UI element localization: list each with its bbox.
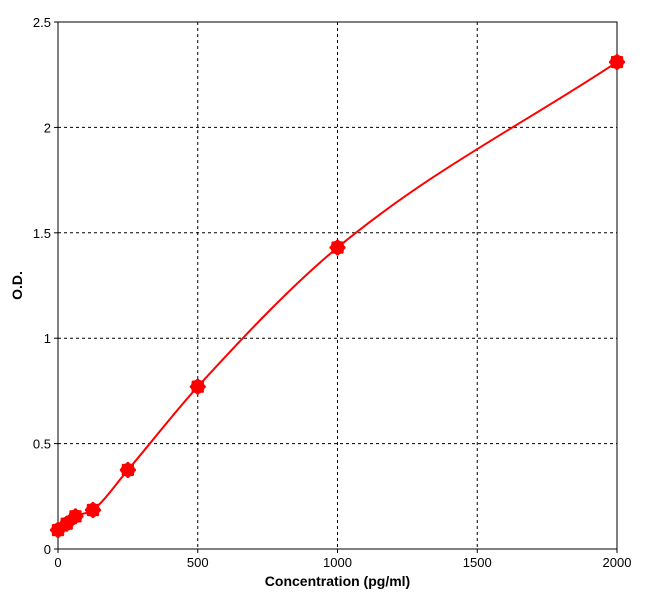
data-point-marker-edge [86,503,90,508]
data-point-marker-edge [132,468,136,472]
data-point-marker-edge [65,528,69,532]
data-point-marker-edge [196,391,200,395]
data-point-marker-edge [610,55,615,60]
data-point-marker-edge [340,241,344,245]
data-point-marker-edge [69,519,73,523]
data-point-marker-edge [130,463,135,467]
data-point-marker-edge [91,514,95,519]
y-tick-label: 1 [44,331,51,346]
x-tick-label: 1000 [323,555,352,570]
data-point-marker-edge [615,53,619,58]
y-tick-label: 0.5 [33,437,51,452]
x-axis-title: Concentration (pg/ml) [265,573,410,589]
data-point-marker-edge [86,512,90,517]
x-tick-label: 1500 [463,555,492,570]
data-point-marker-edge [91,501,95,506]
data-point-marker-edge [121,463,125,467]
data-point-marker-edge [78,510,82,514]
y-tick-label: 2.5 [33,15,51,30]
data-point-marker-edge [67,514,71,518]
data-point-marker-edge [80,514,84,518]
grid-lines [58,22,617,549]
data-point-marker-edge [73,508,78,512]
data-point-marker-edge [196,378,200,382]
data-point-marker-edge [95,503,100,508]
y-axis-title: O.D. [9,271,25,300]
data-point-marker-edge [126,461,130,466]
data-point-marker-edge [621,60,626,64]
data-point-marker-edge [119,468,123,472]
data-point-marker-edge [189,385,193,389]
data-point-marker-edge [97,508,102,512]
y-tick-label: 1.5 [33,226,51,241]
data-point-marker-edge [619,65,624,69]
data-point-marker-edge [69,526,73,530]
data-point-marker-edge [78,519,82,523]
data-point-marker-edge [51,533,56,537]
data-point-marker-edge [84,508,89,512]
data-point-marker-edge [191,389,195,393]
x-tick-label: 0 [54,555,61,570]
x-tick-label: 500 [187,555,209,570]
data-point [67,508,84,525]
x-axis-ticks: 0 500 1000 1500 2000 [54,549,631,570]
data-point-marker-edge [340,250,344,254]
data-point-marker-edge [200,389,204,393]
data-point-marker-edge [60,533,65,537]
data-point [608,53,626,71]
data-point-marker-edge [56,534,60,539]
data-point-marker-edge [202,385,206,389]
data-point-marker-edge [58,522,62,526]
data-point [84,501,102,519]
data-point-marker-edge [95,512,100,517]
data-point-marker-edge [51,523,56,528]
data-point [189,378,206,395]
data-point-marker-edge [73,521,78,525]
data-point [119,461,136,479]
data-point-marker-edge [200,380,204,384]
data-point-marker-edge [329,245,333,250]
data-point [329,239,346,256]
y-axis-ticks: 0 0.5 1 1.5 2 2.5 [33,15,58,557]
data-point-marker-edge [335,252,340,256]
data-point-marker-edge [60,517,64,521]
data-point-marker-edge [331,250,335,254]
data-point-marker-edge [342,245,346,250]
data-point-marker-edge [608,60,613,64]
data-point-marker-edge [610,65,615,69]
data-point-marker-edge [191,380,195,384]
data-point-marker-edge [130,472,135,477]
data-point-marker-edge [619,55,624,60]
x-tick-label: 2000 [603,555,632,570]
data-point-marker-edge [615,66,619,71]
y-tick-label: 0 [44,542,51,557]
data-point-marker-edge [335,239,340,243]
data-point-marker-edge [121,472,125,477]
data-point-marker-edge [49,528,54,532]
data-points [49,53,626,539]
data-point-marker-edge [126,474,130,479]
data-point-marker-edge [60,526,64,530]
data-point-marker-edge [331,241,335,245]
data-point-marker-edge [69,510,73,514]
y-tick-label: 2 [44,120,51,135]
